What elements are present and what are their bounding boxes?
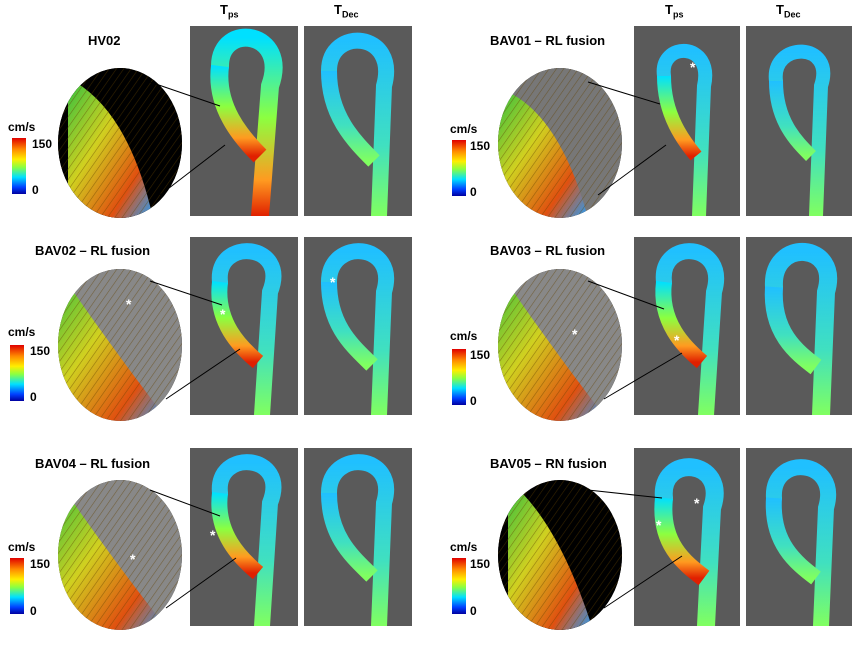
color-scale-bar: [10, 345, 24, 401]
tps-image: [190, 26, 298, 216]
svg-text:*: *: [220, 306, 226, 322]
legend-min: 0: [30, 604, 37, 618]
magnified-view: [58, 68, 182, 218]
tdec-image: [746, 448, 852, 626]
svg-text:*: *: [210, 527, 216, 543]
legend-min: 0: [470, 185, 477, 199]
panel-bav02: BAV02 – RL fusion * * * cm/s 150 0: [0, 229, 428, 438]
panel-title: BAV03 – RL fusion: [490, 243, 606, 258]
legend-max: 150: [470, 348, 491, 362]
magnified-view: [498, 480, 622, 630]
legend-min: 0: [32, 183, 39, 197]
svg-text:*: *: [126, 296, 132, 312]
tdec-image: [746, 26, 852, 216]
legend-unit: cm/s: [8, 325, 36, 339]
panel-title: BAV01 – RL fusion: [490, 33, 606, 48]
svg-text:*: *: [674, 332, 680, 348]
svg-text:*: *: [656, 517, 662, 533]
column-header-tps-left: Tps: [220, 2, 239, 20]
tps-image: *: [190, 237, 298, 415]
color-scale-bar: [12, 138, 26, 194]
panel-hv02: HV02 cm/s 150 0: [0, 20, 428, 229]
svg-text:*: *: [690, 59, 696, 75]
legend-min: 0: [30, 390, 37, 404]
magnified-view: *: [498, 269, 622, 421]
svg-text:*: *: [330, 274, 336, 290]
legend-unit: cm/s: [450, 540, 478, 554]
tps-image: *: [634, 237, 740, 415]
legend-unit: cm/s: [450, 329, 478, 343]
panel-bav04: BAV04 – RL fusion * * cm/s 150 0: [0, 438, 428, 647]
legend-max: 150: [30, 344, 51, 358]
panel-bav01: BAV01 – RL fusion * cm/s 150 0: [428, 20, 856, 229]
legend-unit: cm/s: [8, 120, 36, 134]
panel-bav05: BAV05 – RN fusion * * cm/s 150 0: [428, 438, 856, 647]
svg-text:*: *: [694, 495, 700, 511]
magnified-view: *: [58, 480, 182, 630]
tdec-image: [304, 26, 412, 216]
magnified-view: *: [58, 269, 182, 421]
panel-title: HV02: [88, 33, 121, 48]
column-header-tps-right: Tps: [665, 2, 684, 20]
legend-max: 150: [32, 137, 53, 151]
legend-max: 150: [470, 139, 491, 153]
tdec-image: *: [304, 237, 412, 415]
color-scale-bar: [452, 140, 466, 196]
panel-title: BAV05 – RN fusion: [490, 456, 607, 471]
color-scale-bar: [452, 558, 466, 614]
legend-max: 150: [30, 557, 51, 571]
panel-bav03: BAV03 – RL fusion * * cm/s 150 0: [428, 229, 856, 438]
tdec-image: [304, 448, 412, 626]
column-header-tdec-right: TDec: [776, 2, 801, 20]
legend-max: 150: [470, 557, 491, 571]
tps-image: * *: [634, 448, 740, 626]
legend-unit: cm/s: [8, 540, 36, 554]
color-scale-bar: [452, 349, 466, 405]
svg-text:*: *: [572, 326, 578, 342]
panel-title: BAV02 – RL fusion: [35, 243, 151, 258]
tps-image: *: [190, 448, 298, 626]
tps-image: *: [634, 26, 740, 216]
legend-unit: cm/s: [450, 122, 478, 136]
panel-title: BAV04 – RL fusion: [35, 456, 151, 471]
column-header-tdec-left: TDec: [334, 2, 359, 20]
tdec-image: [746, 237, 852, 415]
legend-min: 0: [470, 394, 477, 408]
magnified-view: [498, 68, 622, 218]
legend-min: 0: [470, 604, 477, 618]
svg-text:*: *: [130, 551, 136, 567]
color-scale-bar: [10, 558, 24, 614]
